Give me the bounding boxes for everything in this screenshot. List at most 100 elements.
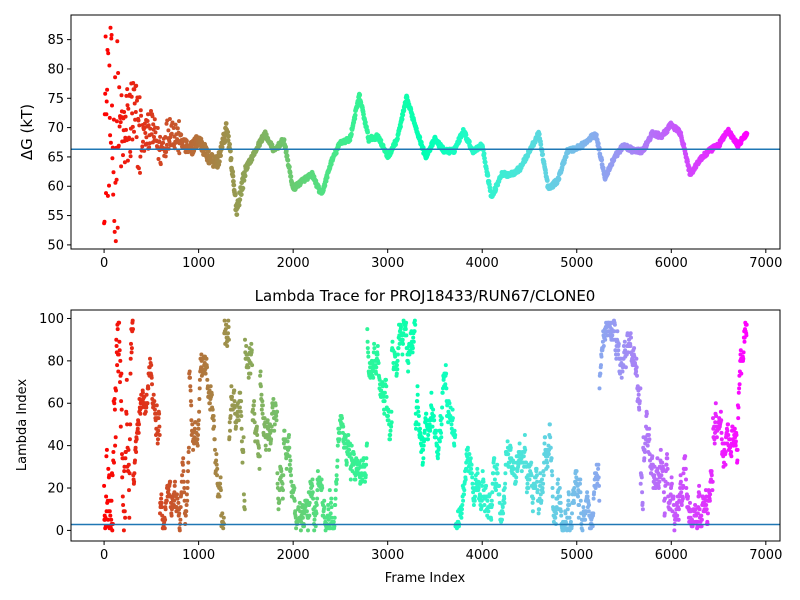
lambda-point xyxy=(467,452,472,457)
delta-g-point xyxy=(209,152,215,157)
lambda-point xyxy=(431,407,436,412)
lambda-point xyxy=(495,471,500,476)
delta-g-point xyxy=(131,81,136,85)
lambda-point xyxy=(439,416,444,421)
lambda-point xyxy=(688,500,692,505)
lambda-point xyxy=(615,329,620,334)
lambda-point xyxy=(181,469,186,474)
lambda-point xyxy=(107,509,112,514)
lambda-point xyxy=(326,517,331,522)
lambda-point xyxy=(422,437,427,442)
delta-g-panel: 0 1000 2000 3000 4000 5000 6000 7000 50 55 60 65 70… xyxy=(18,14,782,271)
lambda-point xyxy=(159,492,164,497)
delta-g-point xyxy=(132,129,136,134)
lambda-point xyxy=(406,361,411,365)
lambda-point xyxy=(645,443,650,448)
lambda-point xyxy=(258,373,263,378)
lambda-point xyxy=(248,371,253,376)
lambda-point xyxy=(114,344,119,348)
lambda-point xyxy=(372,346,377,351)
lambda-point xyxy=(263,443,268,448)
lambda-point xyxy=(656,486,661,490)
delta-g-point xyxy=(144,135,149,140)
delta-g-point xyxy=(105,48,110,52)
lambda-point xyxy=(531,496,536,501)
lambda-point xyxy=(152,399,157,404)
lambda-point xyxy=(128,371,133,376)
lambda-point xyxy=(622,339,627,344)
lambda-point xyxy=(227,420,232,425)
delta-g-point xyxy=(115,225,120,230)
lambda-point xyxy=(226,325,231,329)
lambda-point xyxy=(133,458,137,463)
lambda-point xyxy=(502,500,507,505)
lambda-point xyxy=(597,483,601,488)
lambda-point xyxy=(548,445,553,450)
delta-g-point xyxy=(105,193,110,198)
lambda-point xyxy=(415,399,420,404)
delta-g-point xyxy=(136,118,141,123)
lambda-point xyxy=(133,445,138,450)
delta-g-point xyxy=(538,142,544,147)
lambda-point xyxy=(714,414,719,418)
lambda-point xyxy=(197,397,202,401)
lambda-point xyxy=(363,473,368,478)
lambda-point xyxy=(279,469,284,474)
lambda-point xyxy=(536,511,541,516)
delta-g-point xyxy=(177,151,182,156)
lambda-point xyxy=(120,494,125,499)
lambda-panel: Lambda Trace for PROJ18433/RUN67/CLONE0 … xyxy=(15,287,782,586)
lambda-point xyxy=(578,490,583,495)
lambda-point xyxy=(568,519,573,524)
lambda-point xyxy=(181,479,186,484)
lambda-point xyxy=(462,488,467,493)
delta-g-point xyxy=(178,132,184,138)
lambda-point xyxy=(307,500,312,505)
lambda-point xyxy=(523,447,528,452)
lambda-point xyxy=(548,435,553,440)
delta-g-point xyxy=(133,110,138,114)
lambda-point xyxy=(151,392,156,397)
lambda-point xyxy=(440,390,445,395)
delta-g-point xyxy=(124,127,128,132)
delta-g-point xyxy=(155,126,160,130)
delta-g-point xyxy=(231,179,236,184)
lambda-point xyxy=(329,496,334,501)
lambda-point xyxy=(581,505,586,510)
lambda-point xyxy=(218,481,223,486)
lambda-point xyxy=(707,498,712,503)
lambda-point xyxy=(269,437,274,442)
lambda-point xyxy=(307,513,312,518)
lambda-point xyxy=(123,515,128,520)
lambda-point xyxy=(284,466,289,471)
delta-g-point xyxy=(242,173,248,179)
lambda-point xyxy=(513,479,518,484)
delta-g-point xyxy=(137,123,142,128)
lambda-point xyxy=(723,462,728,467)
delta-g-point xyxy=(115,39,120,44)
y-tick-label: 50 xyxy=(47,238,64,253)
lambda-point xyxy=(348,452,353,457)
lambda-point xyxy=(275,471,280,476)
lambda-point xyxy=(465,445,470,450)
lambda-point xyxy=(404,320,409,325)
lambda-point xyxy=(128,422,133,427)
lambda-point xyxy=(416,414,421,418)
lambda-point xyxy=(215,473,219,478)
lambda-point xyxy=(647,437,652,442)
lambda-point xyxy=(118,358,123,363)
lambda-point xyxy=(541,473,546,478)
lambda-point xyxy=(327,488,332,493)
lambda-point xyxy=(567,515,572,520)
lambda-point xyxy=(514,475,519,480)
lambda-point xyxy=(131,327,135,332)
lambda-point xyxy=(676,507,681,512)
lambda-point xyxy=(671,494,676,499)
lambda-point xyxy=(273,403,278,408)
lambda-point xyxy=(212,437,217,442)
lambda-point xyxy=(612,329,617,334)
delta-g-point xyxy=(147,141,152,146)
delta-g-point xyxy=(237,197,243,203)
delta-g-point xyxy=(142,121,147,126)
lambda-point xyxy=(203,371,208,376)
